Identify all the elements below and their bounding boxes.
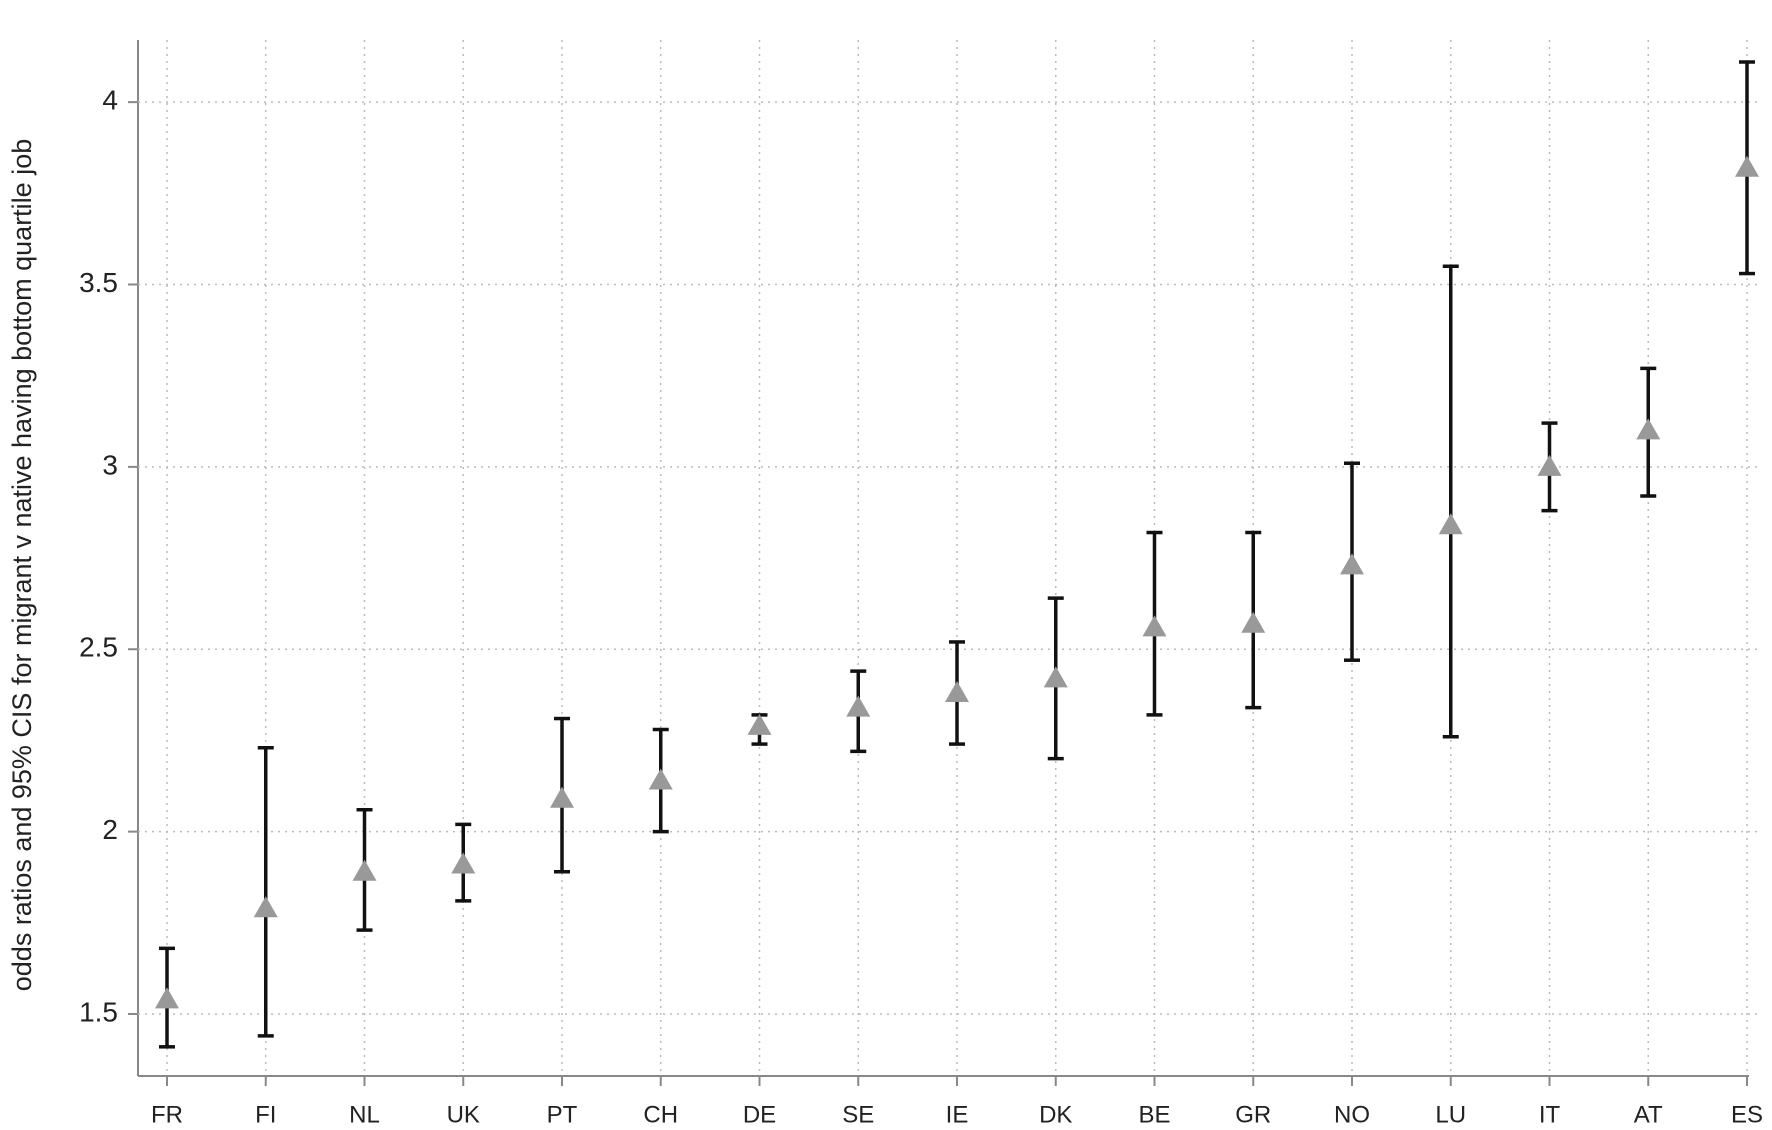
x-tick-label: FR (151, 1101, 183, 1128)
y-tick-label: 2.5 (79, 632, 118, 663)
point-marker (155, 987, 179, 1009)
y-axis-label: odds ratios and 95% CIS for migrant v na… (7, 139, 37, 991)
x-tick-label: CH (643, 1101, 678, 1128)
y-tick-label: 4 (102, 85, 118, 116)
x-tick-label: IT (1539, 1101, 1561, 1128)
point-marker (846, 695, 871, 717)
y-tick-label: 3.5 (79, 267, 118, 298)
point-marker (945, 681, 969, 703)
x-tick-label: DK (1039, 1101, 1072, 1128)
error-bar (1442, 264, 1459, 739)
x-tick-label: IE (946, 1101, 969, 1128)
y-tick-label: 1.5 (79, 996, 118, 1027)
x-tick-label: LU (1435, 1101, 1466, 1128)
x-tick-label: NO (1334, 1101, 1370, 1128)
x-tick-label: DE (743, 1101, 776, 1128)
y-tick-label: 2 (102, 814, 118, 845)
point-marker (1636, 418, 1661, 440)
error-bar (257, 745, 274, 1038)
x-tick-label: GR (1235, 1101, 1271, 1128)
x-tick-label: NL (349, 1101, 380, 1128)
point-marker (1537, 454, 1562, 476)
x-tick-label: PT (547, 1101, 578, 1128)
y-tick-label: 3 (102, 449, 118, 480)
x-tick-label: ES (1731, 1101, 1763, 1128)
point-marker (1735, 155, 1759, 177)
x-tick-label: FI (255, 1101, 276, 1128)
point-marker (1241, 611, 1266, 633)
x-tick-label: AT (1634, 1101, 1663, 1128)
point-marker (550, 786, 574, 808)
point-marker (253, 896, 278, 918)
point-marker (1438, 513, 1463, 535)
point-marker (1142, 615, 1167, 637)
point-marker (747, 713, 772, 735)
point-marker (352, 859, 377, 881)
point-marker (1043, 666, 1068, 688)
point-marker (1340, 553, 1364, 575)
point-marker (648, 768, 673, 790)
x-tick-label: SE (842, 1101, 874, 1128)
x-tick-label: UK (447, 1101, 480, 1128)
point-marker (451, 852, 476, 874)
x-tick-label: BE (1138, 1101, 1170, 1128)
